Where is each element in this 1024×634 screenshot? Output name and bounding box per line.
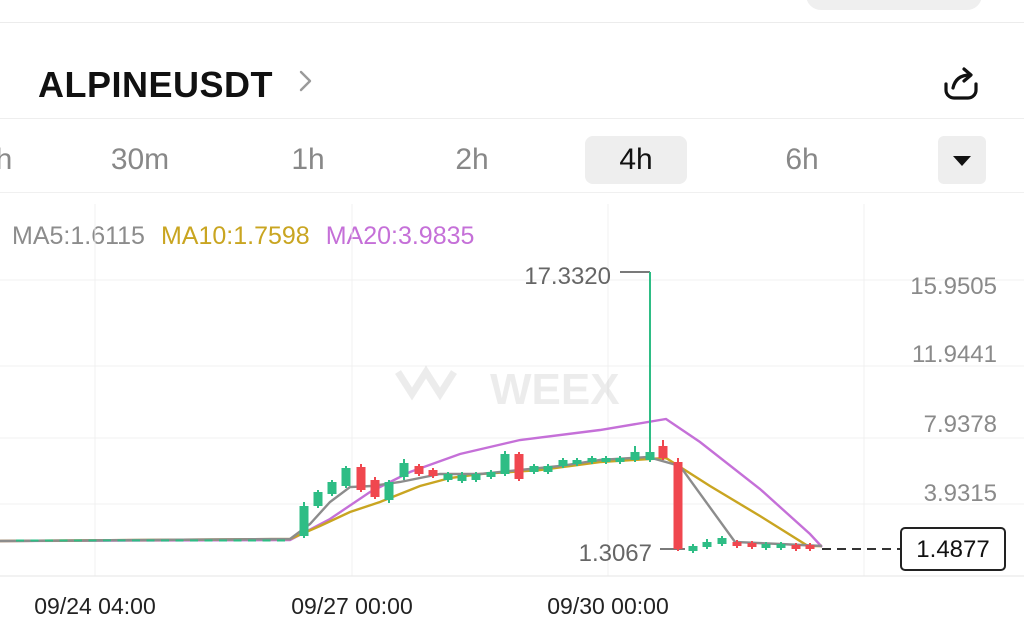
price-label-1: 15.9505 [910,273,997,300]
candle-body [45,539,53,542]
candle-body [471,474,481,480]
candle-body [414,466,424,474]
candle-body [161,539,169,542]
tab-6h[interactable]: 6h [785,143,819,176]
interval-tabs: h 30m 1h 2h 4h 6h [0,128,1024,193]
ma20-line [0,417,823,548]
candle-body [262,539,271,542]
candle-body [277,539,285,542]
candle-body [103,539,111,542]
last-price-value: 1.4877 [916,536,989,563]
candle-body [587,458,597,462]
candlestick-chart: WEEX 15.9505 11.9441 7.9378 3.9315 17.33… [0,204,1024,619]
time-label-1: 09/24 04:00 [34,593,156,619]
candle-body [717,538,727,544]
ma5-value: MA5:1.6115 [12,222,145,250]
candle-body [248,539,256,542]
pair-title[interactable]: ALPINEUSDT [38,64,274,105]
candle-body [384,482,394,500]
candle-body [146,539,155,542]
candle-body [776,544,786,548]
candle-body [543,466,553,472]
tab-1h[interactable]: 1h [291,143,325,176]
candle-body [30,539,39,542]
candle-body [615,458,625,462]
candle-body [457,475,467,481]
candle-body [341,468,351,486]
candle-body [658,446,668,458]
ma10-value: MA10:1.7598 [160,222,310,250]
chevron-right-icon[interactable] [297,69,315,93]
candle-body [673,462,683,549]
watermark-text: WEEX [490,365,620,414]
candle-body [370,480,380,497]
last-price-box [900,527,1006,571]
candle-body [190,539,198,542]
tab-4h[interactable]: 4h [585,136,687,184]
candle-body [74,539,82,542]
caret-down-icon [953,156,971,166]
candle-body [805,545,815,549]
candle-body [399,463,409,477]
weex-watermark: WEEX [395,365,620,414]
top-strip [0,0,1024,23]
candle-body [313,492,323,506]
ma5-line [0,455,823,548]
candle-body [558,460,568,466]
tab-30m[interactable]: 30m [110,143,170,176]
candle-body [702,542,712,547]
candle-body [761,544,771,548]
candle-body [645,452,655,460]
price-label-2: 11.9441 [912,341,997,368]
candle-body [443,474,453,480]
tab-2h[interactable]: 2h [455,143,489,176]
top-search-pill[interactable] [806,0,982,10]
share-icon[interactable] [942,66,980,102]
time-label-2: 09/27 00:00 [291,593,413,619]
candle-body [204,539,213,542]
ma20-value: MA20:3.9835 [325,222,475,250]
candle-body [732,542,742,546]
time-label-3: 09/30 00:00 [547,593,669,619]
tab-partial-h[interactable]: h [0,143,13,176]
candle-body [132,539,140,542]
candle-body [16,539,24,542]
candle-body [630,452,640,460]
candle-body [59,539,68,542]
candle-body [486,472,496,477]
candle-body [688,546,698,551]
pair-header: ALPINEUSDT [0,52,1024,119]
candle-body [299,506,309,536]
candle-body [514,454,524,479]
low-price-label: 1.3067 [579,540,652,567]
candle-body [356,467,366,490]
grid-lines [0,204,1024,577]
candle-body [88,539,97,542]
candle-body [601,458,611,462]
candle-body [219,539,227,542]
interval-dropdown-button[interactable] [938,136,986,184]
candle-body [791,545,801,549]
candle-body [117,539,126,542]
price-label-4: 3.9315 [924,480,997,507]
ma-legend: MA5:1.6115 MA10:1.7598 MA20:3.9835 [12,222,490,251]
candle-body [175,539,184,542]
high-price-label: 17.3320 [524,263,611,290]
candle-body [500,454,510,474]
candle-body [572,460,582,464]
candle-body [327,482,337,494]
candle-body [747,543,757,547]
candle-body [233,539,242,542]
candle-body [529,466,539,472]
price-label-3: 7.9378 [924,411,997,438]
candle-body [428,470,438,476]
price-chart[interactable]: MA5:1.6115 MA10:1.7598 MA20:3.9835 WEEX 15… [0,204,1024,634]
